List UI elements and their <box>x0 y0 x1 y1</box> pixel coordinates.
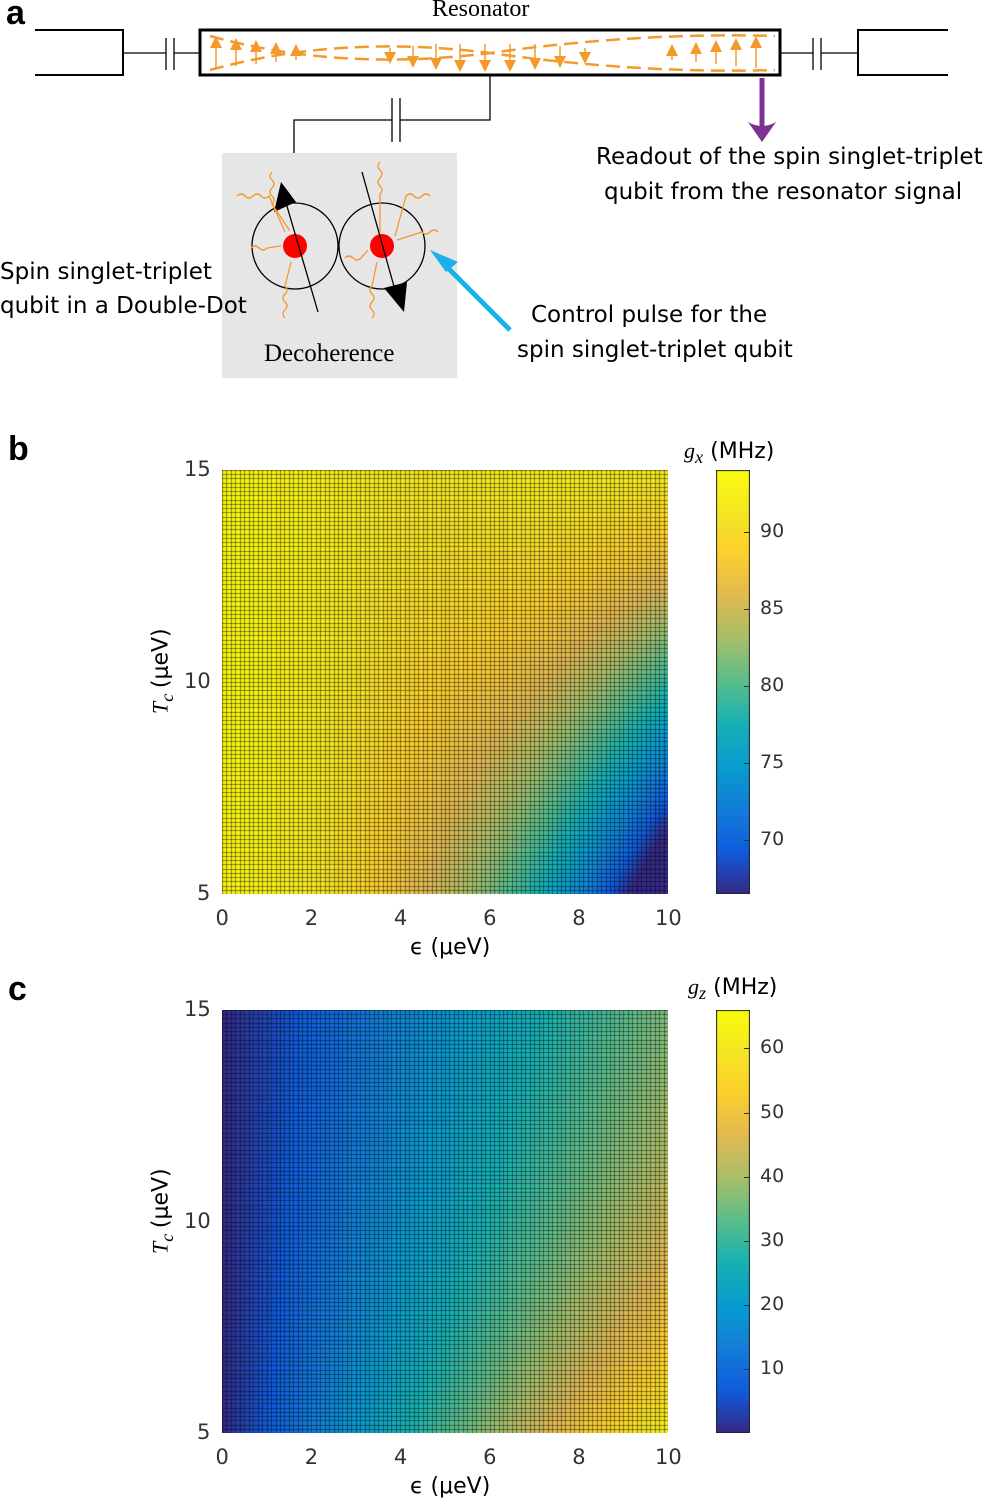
gx-colorbar-tick-mark <box>744 608 750 610</box>
gz-heatmap <box>222 1010 668 1433</box>
gz-colorbar-tick-mark <box>744 1240 750 1242</box>
panel-a-letter: a <box>6 0 25 32</box>
gz-xtick-label: 6 <box>483 1445 497 1469</box>
gx-xtick-label: 4 <box>393 906 408 930</box>
resonator-schematic <box>35 28 948 378</box>
gz-colorbar-tick-label: 40 <box>760 1164 785 1187</box>
readout-text-line-2: qubit from the resonator signal <box>604 179 963 205</box>
gz-colorbar-tick-label: 60 <box>760 1036 785 1059</box>
gz-xtick-label: 2 <box>304 1445 319 1469</box>
gx-ytick-label: 10 <box>184 669 211 693</box>
gx-xtick-label: 8 <box>572 906 586 930</box>
gz-colorbar-title: gz (MHz) <box>688 974 778 1004</box>
decoherence-label: Decoherence <box>264 340 395 367</box>
gz-colorbar-tick-label: 20 <box>760 1292 785 1315</box>
gx-colorbar-tick-label: 75 <box>760 750 785 773</box>
gx-heatmap <box>222 470 668 894</box>
gz-colorbar-tick-mark <box>744 1176 750 1178</box>
gx-colorbar-tick-label: 70 <box>760 828 785 851</box>
gx-colorbar-tick-mark <box>744 840 750 842</box>
control-text-line-2: spin singlet-triplet qubit <box>517 337 793 363</box>
gx-xlabel: ϵ (μeV) <box>410 935 491 960</box>
gx-colorbar-tick-label: 85 <box>760 596 785 619</box>
gz-colorbar <box>716 1010 750 1433</box>
gz-colorbar-tick-label: 50 <box>760 1100 785 1123</box>
qubit-text-line-2: qubit in a Double-Dot <box>0 293 247 319</box>
panel-c-letter: c <box>8 970 27 1008</box>
gz-colorbar-tick-mark <box>744 1304 750 1306</box>
gz-xlabel: ϵ (μeV) <box>410 1474 491 1499</box>
gx-colorbar-tick-label: 80 <box>760 673 785 696</box>
gx-ytick-label: 5 <box>197 881 211 905</box>
gz-colorbar-tick-mark <box>744 1368 750 1370</box>
readout-arrow-head <box>748 122 776 142</box>
gz-ytick-label: 10 <box>184 1208 211 1233</box>
left-electron <box>283 234 307 258</box>
gx-xtick-label: 0 <box>215 906 229 930</box>
panel-b-letter: b <box>8 430 29 468</box>
gx-colorbar-title: gx (MHz) <box>684 438 775 468</box>
qubit-text-line-1: Spin singlet-triplet <box>0 259 212 285</box>
gz-xtick-label: 10 <box>655 1445 682 1469</box>
double-dot-box <box>222 153 457 378</box>
gx-ylabel: Tc (μeV) <box>147 628 178 715</box>
gz-xtick-label: 8 <box>572 1445 586 1469</box>
gx-xtick-label: 2 <box>304 906 319 930</box>
gx-ytick-label: 15 <box>184 457 211 481</box>
spin-down-arrow <box>384 282 407 312</box>
left-transmission-line <box>35 29 124 76</box>
readout-text-line-1: Readout of the spin singlet-triplet <box>596 144 983 170</box>
gz-colorbar-tick-label: 10 <box>760 1356 785 1379</box>
right-transmission-line <box>857 29 948 76</box>
gx-colorbar-tick-mark <box>744 685 750 687</box>
resonator-label: Resonator <box>432 0 530 22</box>
control-pulse-arrow-head <box>430 250 458 272</box>
gz-xtick-label: 0 <box>215 1445 229 1469</box>
control-text-line-1: Control pulse for the <box>531 302 768 328</box>
gz-colorbar-tick-mark <box>744 1048 750 1050</box>
gx-xtick-label: 10 <box>655 906 682 930</box>
gx-colorbar-tick-mark <box>744 762 750 764</box>
right-electron <box>370 234 394 258</box>
gz-colorbar-tick-mark <box>744 1112 750 1114</box>
gz-ylabel: Tc (μeV) <box>147 1168 178 1255</box>
gx-colorbar <box>716 470 750 894</box>
spin-up-arrow <box>274 182 296 212</box>
gz-ytick-label: 15 <box>184 997 211 1021</box>
gz-ytick-label: 5 <box>197 1420 211 1444</box>
gx-colorbar-tick-label: 90 <box>760 519 785 542</box>
gx-colorbar-tick-mark <box>744 531 750 533</box>
gz-xtick-label: 4 <box>393 1445 408 1469</box>
gx-xtick-label: 6 <box>483 906 497 930</box>
gz-colorbar-tick-label: 30 <box>760 1228 785 1251</box>
noise-wiggles <box>236 161 439 319</box>
field-arrows <box>210 36 762 72</box>
